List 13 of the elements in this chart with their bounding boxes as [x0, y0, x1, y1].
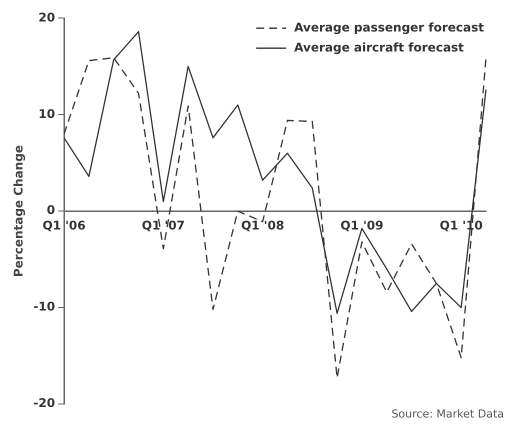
y-tick-label: 0	[46, 203, 56, 218]
legend-label: Average passenger forecast	[294, 20, 484, 34]
legend-label: Average aircraft forecast	[294, 40, 464, 54]
y-tick-label: 20	[38, 10, 56, 24]
y-axis-title: Percentage Change	[11, 145, 26, 278]
y-tick-label: -10	[33, 300, 56, 314]
x-tick-label: Q1 '08	[241, 218, 284, 232]
x-tick-label: Q1 '07	[142, 218, 185, 232]
source-note: Source: Market Data	[391, 407, 504, 420]
x-tick-label: Q1 '09	[340, 218, 384, 232]
x-tick-label: Q1 '06	[42, 218, 86, 232]
y-tick-label: -20	[33, 396, 56, 410]
y-tick-label: 10	[38, 106, 56, 121]
